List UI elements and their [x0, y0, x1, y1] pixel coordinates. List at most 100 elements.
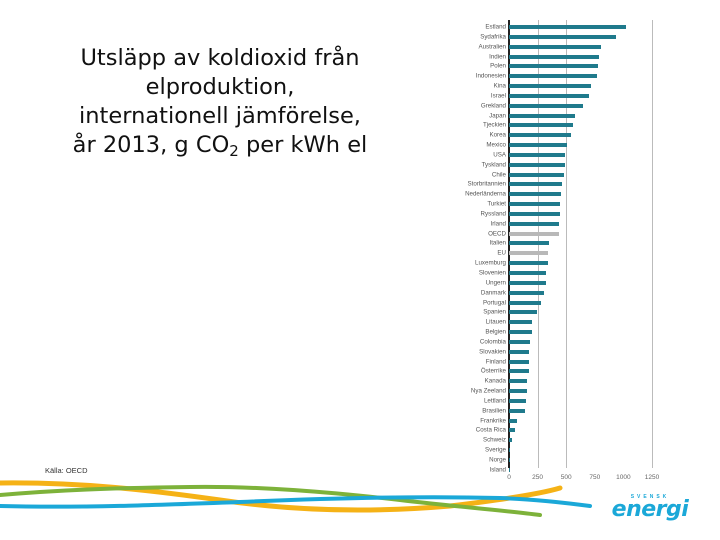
x-tick-label: 1250 [644, 474, 660, 481]
category-label: Belgien [485, 328, 506, 336]
category-label: Ryssland [480, 210, 506, 218]
category-label: Mexico [486, 141, 506, 149]
category-label: Island [489, 466, 506, 474]
bar [509, 84, 591, 89]
x-tick-label: 0 [507, 474, 511, 481]
bar [509, 172, 564, 177]
bar [509, 123, 574, 128]
bar [509, 418, 517, 423]
category-label: Luxemburg [475, 259, 506, 267]
x-tick-label: 750 [589, 474, 601, 481]
bar [509, 369, 530, 374]
bar [509, 74, 597, 79]
title-subscript: 2 [229, 142, 239, 160]
bar [509, 457, 510, 462]
bar [509, 152, 566, 157]
bar [509, 182, 563, 187]
bar [509, 231, 560, 236]
category-label: Sverige [485, 446, 506, 454]
decorative-swoosh-lines [0, 480, 592, 517]
category-label: Japan [489, 112, 506, 120]
category-label: Estland [485, 23, 506, 31]
category-label: EU [497, 249, 506, 257]
svensk-energi-logo: SVENSK energi [610, 494, 690, 522]
bar [509, 339, 531, 344]
title-line-4-post: per kWh el [238, 132, 368, 158]
category-label: Storbritannien [467, 180, 506, 188]
category-label: Ungern [485, 279, 506, 287]
bar [509, 300, 542, 305]
bar [509, 359, 530, 364]
bar [509, 64, 598, 69]
bar [509, 54, 600, 59]
category-label: Indonesien [475, 72, 506, 80]
bar [509, 202, 560, 207]
bar [509, 162, 566, 167]
category-label: Slovakien [479, 348, 506, 356]
bar [509, 320, 532, 325]
logo-top-text: SVENSK [630, 494, 670, 500]
category-label: Lettland [483, 397, 506, 405]
bar-chart: Estland Sydafrika Australien Indien Polen Ind… [440, 18, 670, 488]
category-label: Österrike [480, 367, 506, 375]
bar [509, 408, 526, 413]
slide-title: Utsläpp av koldioxid från elproduktion, … [30, 44, 410, 160]
category-label: Korea [489, 131, 506, 139]
bar [509, 398, 526, 403]
category-label: Grekland [480, 102, 506, 110]
bar [509, 330, 532, 335]
bar [509, 349, 530, 354]
category-label: Kina [493, 82, 506, 90]
bar [509, 448, 511, 453]
bar [509, 379, 528, 384]
x-tick-label: 500 [560, 474, 572, 481]
category-label: Australien [478, 43, 506, 51]
category-label: Schweiz [482, 436, 506, 444]
bar [509, 280, 547, 285]
logo-main-text: energi [611, 497, 689, 522]
bar [509, 93, 590, 98]
category-label: Frankrike [480, 417, 506, 425]
title-line-1: Utsläpp av koldioxid från [80, 45, 360, 71]
category-label: Turkiet [487, 200, 506, 208]
bar [509, 261, 549, 266]
title-line-2: elproduktion, [145, 74, 295, 100]
bar [509, 290, 544, 295]
gridline [566, 20, 568, 468]
x-tick-label: 250 [532, 474, 544, 481]
bar [509, 113, 575, 118]
bar [509, 44, 601, 49]
category-label: Finland [485, 358, 506, 366]
bar [509, 25, 626, 29]
category-label: Spanien [483, 308, 506, 316]
category-label: Costa Rica [475, 426, 506, 434]
category-label: Tyskland [481, 161, 506, 169]
bar [509, 271, 547, 275]
category-label: Chile [491, 171, 506, 179]
bar [509, 438, 512, 443]
category-label: Portugal [482, 299, 506, 307]
category-label: Nederländerna [465, 190, 506, 198]
category-label: Litauen [485, 318, 506, 326]
bar [509, 34, 616, 39]
bar [509, 192, 562, 197]
title-line-4: år 2013, g CO2 per kWh el [30, 131, 410, 160]
category-label: Danmark [480, 289, 506, 297]
title-line-4-pre: år 2013, g CO [72, 132, 230, 158]
x-tick-label: 1000 [616, 474, 631, 481]
category-label: Norge [489, 456, 506, 464]
bar [509, 143, 568, 148]
category-label: Tjeckien [482, 121, 506, 129]
gridline [652, 20, 653, 468]
bar [509, 211, 560, 216]
category-label: Slovenien [478, 269, 506, 277]
bar [509, 221, 560, 226]
bar [509, 103, 584, 108]
title-line-3: internationell jämförelse, [79, 103, 361, 129]
category-label: Italien [489, 239, 506, 247]
category-label: Israel [490, 92, 506, 100]
category-label: Sydafrika [480, 33, 506, 41]
bar [509, 389, 528, 394]
bar [509, 251, 549, 256]
category-label: Kanada [484, 377, 506, 385]
